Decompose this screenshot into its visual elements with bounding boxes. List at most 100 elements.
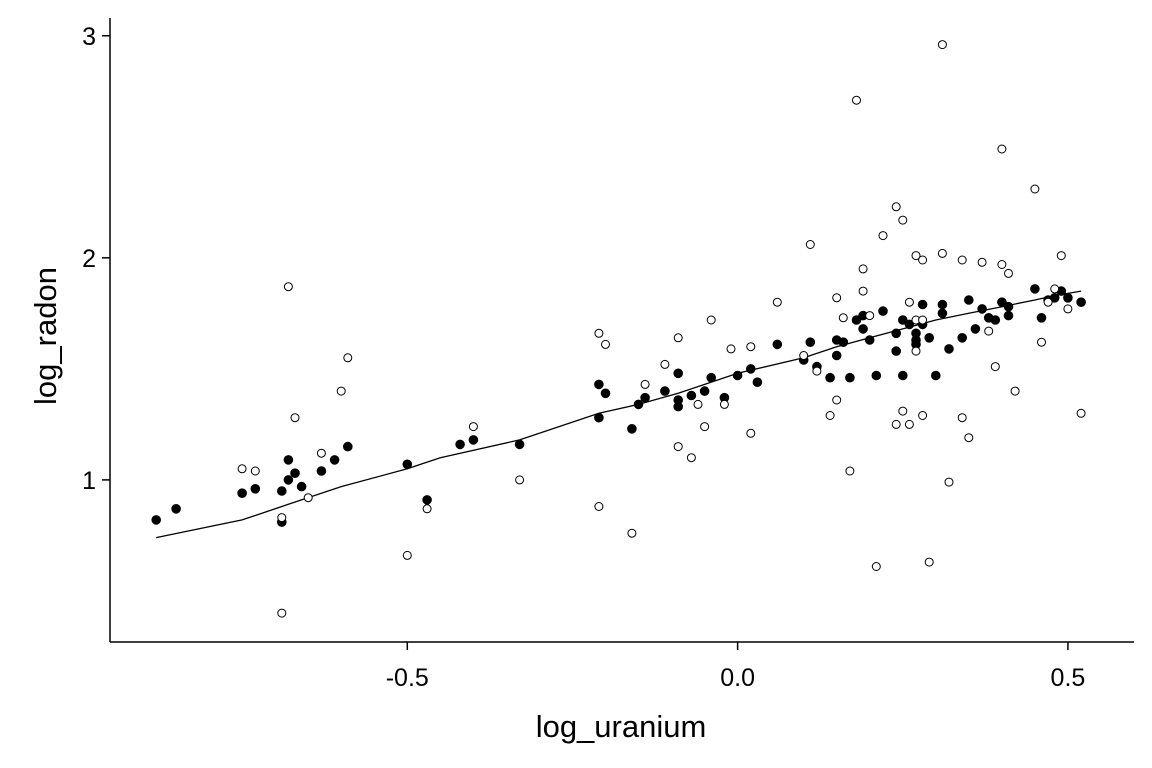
open-point [693, 399, 703, 409]
open-point [1063, 304, 1073, 314]
filled-point [937, 299, 948, 310]
open-point [852, 95, 861, 105]
filled-point [699, 386, 710, 396]
open-point [336, 386, 346, 396]
open-point [812, 366, 822, 376]
open-point [891, 202, 901, 212]
open-point [277, 608, 287, 618]
open-point [290, 413, 300, 423]
filled-point [1030, 284, 1040, 294]
filled-point [805, 337, 816, 348]
open-point [1076, 408, 1086, 418]
open-point [997, 144, 1007, 154]
open-point [911, 251, 921, 261]
filled-point [283, 475, 294, 485]
open-point [316, 448, 326, 458]
x-tick-label: -0.5 [386, 664, 429, 692]
filled-point [1049, 293, 1060, 303]
filled-point [329, 455, 340, 465]
filled-point [831, 350, 842, 361]
filled-point [964, 295, 974, 305]
open-point [898, 215, 908, 225]
filled-point [732, 370, 743, 381]
open-point [468, 422, 478, 432]
open-point [918, 411, 928, 420]
filled-point [772, 339, 783, 350]
filled-point [917, 299, 928, 310]
open-point [343, 353, 353, 363]
filled-point [1003, 310, 1014, 321]
filled-point [752, 377, 763, 388]
filled-point [283, 455, 294, 465]
open-point [594, 502, 604, 511]
open-point [832, 395, 842, 405]
filled-point [640, 392, 650, 403]
open-point [832, 293, 842, 303]
open-point [1030, 184, 1040, 194]
x-axis: -0.5 0.0 0.5 [110, 641, 1134, 692]
filled-point [977, 304, 987, 314]
filled-point [911, 335, 921, 345]
open-point [924, 557, 934, 567]
open-point [865, 311, 875, 321]
open-point [277, 513, 287, 523]
open-point [719, 399, 729, 409]
open-point [746, 428, 756, 438]
filled-point [990, 315, 1001, 325]
open-point [1050, 284, 1060, 294]
open-point [891, 419, 901, 429]
filled-point [871, 370, 882, 381]
x-tick-label: 0.0 [720, 664, 755, 692]
filled-point [864, 335, 875, 345]
open-point [858, 286, 868, 296]
open-point [898, 406, 908, 416]
filled-point [898, 315, 908, 325]
open-point [878, 231, 888, 241]
open-point [990, 362, 1000, 372]
open-point [1043, 297, 1053, 307]
open-point [726, 344, 736, 354]
open-point [904, 297, 914, 307]
open-point [660, 359, 670, 369]
y-tick-label: 1 [82, 467, 96, 495]
open-point [1056, 251, 1066, 261]
filled-point [957, 333, 968, 343]
filled-point [937, 308, 948, 319]
filled-point [402, 459, 413, 470]
filled-point [171, 504, 181, 514]
filled-point [594, 412, 604, 423]
filled-point [825, 372, 835, 383]
open-point [640, 379, 650, 389]
filled-point [706, 372, 717, 383]
filled-point [858, 324, 868, 334]
open-point [957, 255, 967, 265]
open-point [937, 40, 947, 50]
filled-point [151, 515, 161, 525]
open-point [673, 333, 683, 343]
open-point [1037, 337, 1046, 347]
filled-point [660, 386, 670, 396]
y-axis: 1 2 3 [82, 18, 111, 642]
open-point [825, 411, 835, 420]
x-axis-title: log_uranium [536, 709, 707, 744]
filled-point [851, 315, 862, 325]
filled-point [290, 468, 300, 479]
filled-point [878, 306, 888, 316]
open-point [237, 464, 247, 474]
open-point [904, 419, 914, 429]
filled-point [296, 481, 307, 492]
filled-point [673, 401, 684, 412]
filled-point [944, 344, 954, 354]
open-point [594, 328, 604, 338]
filled-point [898, 370, 908, 381]
open-point [937, 248, 947, 258]
filled-point [594, 379, 604, 390]
filled-point [468, 435, 479, 445]
open-point [601, 339, 610, 349]
filled-point [237, 488, 247, 499]
open-point [918, 315, 928, 325]
open-point [997, 260, 1007, 269]
open-point [627, 528, 637, 538]
open-point [283, 282, 293, 292]
